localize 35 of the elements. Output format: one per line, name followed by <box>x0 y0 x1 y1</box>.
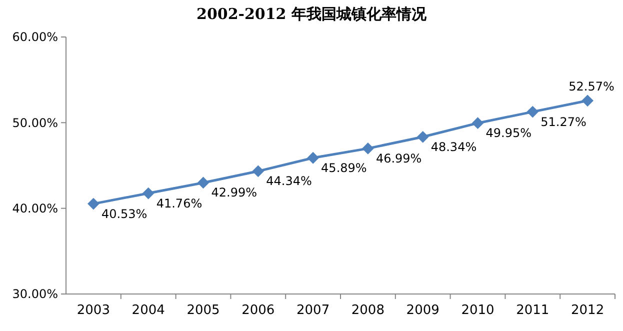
data-label: 52.57% <box>568 80 614 94</box>
x-tick-label: 2005 <box>186 303 220 318</box>
x-tick-label: 2008 <box>351 303 384 318</box>
data-label: 40.53% <box>101 206 148 221</box>
y-tick-label: 60.00% <box>12 30 58 44</box>
point <box>362 142 374 154</box>
x-tick-label: 2004 <box>132 303 165 318</box>
point <box>197 176 210 189</box>
data-label: 51.27% <box>540 114 586 129</box>
x-tick-label: 2006 <box>242 303 275 318</box>
point <box>252 165 264 178</box>
point <box>88 198 100 210</box>
data-label: 46.99% <box>376 151 422 166</box>
chart-title: 2002-2012 年我国城镇化率情况 <box>196 5 428 23</box>
x-tick-label: 2011 <box>516 303 550 318</box>
data-label: 45.89% <box>321 160 367 175</box>
x-tick-label: 2012 <box>571 303 604 318</box>
data-label: 48.34% <box>430 140 477 154</box>
x-tick-label: 2009 <box>406 303 440 318</box>
y-tick-label: 30.00% <box>12 287 58 302</box>
data-label: 49.95% <box>486 126 532 140</box>
y-tick-label: 40.00% <box>12 202 58 216</box>
data-label: 41.76% <box>156 196 202 210</box>
point <box>307 152 319 164</box>
data-label: 42.99% <box>211 186 258 200</box>
data-label: 44.34% <box>266 174 312 188</box>
point <box>416 130 429 143</box>
point <box>472 117 484 130</box>
point <box>582 94 594 107</box>
y-tick-label: 50.00% <box>12 116 58 130</box>
x-tick-label: 2003 <box>76 303 110 318</box>
x-tick-label: 2007 <box>296 303 330 318</box>
point <box>526 106 539 118</box>
point <box>142 187 154 200</box>
x-tick-label: 2010 <box>461 303 494 318</box>
